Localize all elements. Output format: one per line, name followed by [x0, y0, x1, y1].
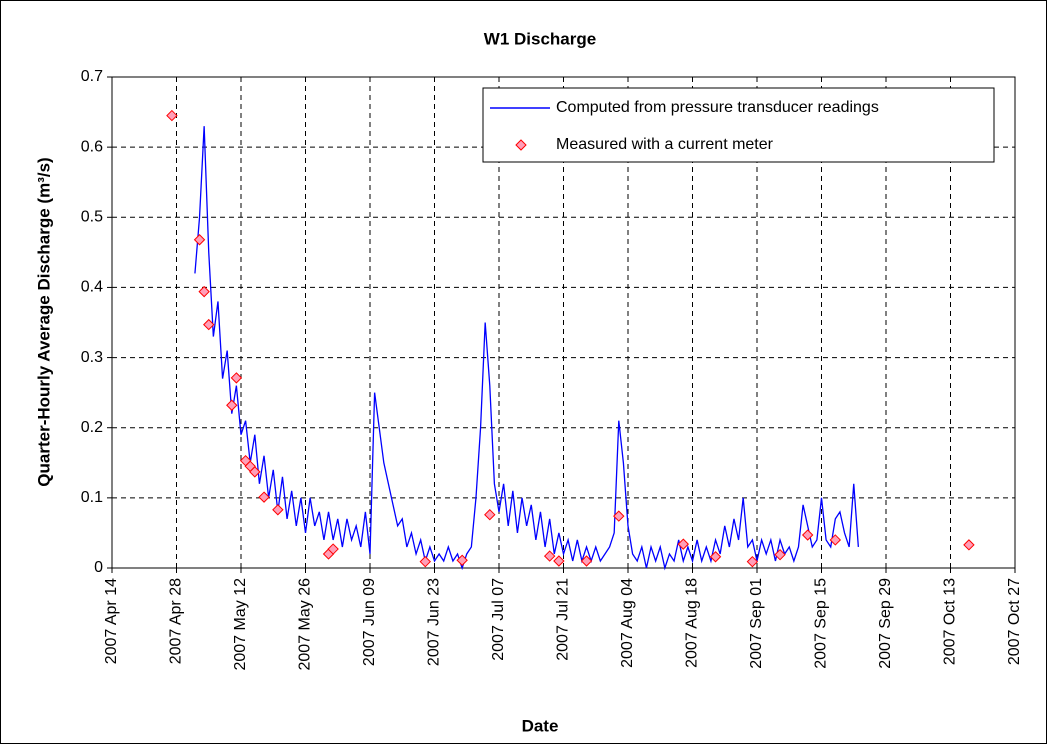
data-point — [456, 554, 468, 566]
data-point — [226, 399, 238, 411]
chart-title: W1 Discharge — [484, 29, 596, 48]
x-tick-label: 2007 May 12 — [232, 578, 249, 671]
y-tick-label: 0.1 — [81, 489, 103, 506]
data-point — [327, 543, 339, 555]
x-tick-label: 2007 Aug 04 — [619, 578, 636, 668]
data-point — [230, 372, 243, 384]
y-tick-label: 0.3 — [81, 349, 103, 366]
legend: Computed from pressure transducer readin… — [482, 87, 995, 163]
data-point — [198, 285, 210, 298]
data-point — [829, 534, 842, 546]
marks — [166, 109, 975, 571]
data-point — [258, 491, 270, 503]
x-tick-label: 2007 Apr 28 — [168, 578, 185, 664]
x-tick-label: 2007 Jul 07 — [490, 578, 507, 661]
data-point — [580, 555, 593, 567]
y-tick-label: 0.7 — [81, 68, 103, 85]
data-point — [203, 318, 215, 331]
x-tick-label: 2007 Sep 29 — [877, 578, 894, 669]
x-tick-label: 2007 Oct 13 — [942, 578, 959, 665]
y-tick-label: 0 — [94, 559, 103, 576]
data-point — [484, 508, 496, 521]
legend-swatch — [515, 139, 527, 151]
x-tick-label: 2007 Sep 01 — [748, 578, 765, 669]
data-point — [543, 550, 556, 562]
data-point — [193, 234, 206, 246]
x-tick-label: 2007 Jun 23 — [426, 578, 443, 666]
x-tick-label: 2007 Oct 27 — [1006, 578, 1023, 665]
data-point — [774, 548, 786, 561]
data-point — [709, 551, 722, 563]
data-point — [801, 529, 814, 541]
y-tick-label: 0.4 — [81, 279, 103, 296]
y-tick-label: 0.5 — [81, 209, 103, 226]
x-tick-label: 2007 Apr 14 — [103, 578, 120, 664]
legend-box — [482, 87, 995, 163]
x-tick-label: 2007 Jul 21 — [555, 578, 572, 661]
y-tick-label: 0.6 — [81, 138, 103, 155]
data-point — [553, 555, 565, 567]
data-point — [249, 466, 261, 478]
data-point — [613, 510, 625, 522]
x-tick-label: 2007 Aug 18 — [684, 578, 701, 668]
grid: 0 0.1 0.2 0.3 0.4 0.5 0.6 0.7 2007 Apr 14 2007 Ap… — [81, 68, 1023, 670]
y-tick-label: 0.2 — [81, 419, 103, 436]
data-point — [272, 504, 284, 516]
y-axis-label: Quarter-Hourly Average Discharge (m³/s) — [34, 157, 53, 486]
x-tick-label: 2007 May 26 — [297, 578, 314, 671]
data-line — [194, 126, 860, 571]
data-point — [963, 539, 975, 551]
data-point — [746, 555, 759, 568]
legend-label: Measured with a current meter — [556, 136, 774, 153]
x-tick-label: 2007 Sep 15 — [813, 578, 830, 669]
x-tick-label: 2007 Jun 09 — [361, 578, 378, 666]
data-point — [166, 109, 178, 122]
data-point — [419, 555, 431, 568]
data-point — [677, 538, 689, 550]
x-axis-label: Date — [522, 716, 559, 735]
legend-label: Computed from pressure transducer readin… — [556, 99, 879, 116]
